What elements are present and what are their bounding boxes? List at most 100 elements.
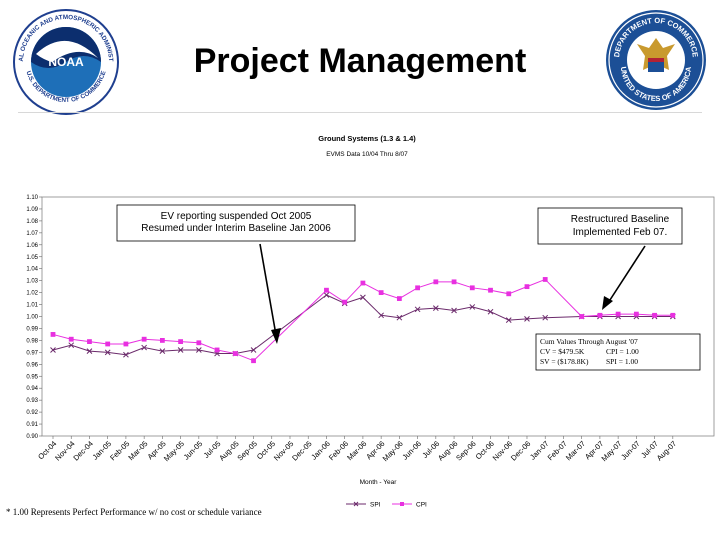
y-tick-label: 0.90 [26, 434, 38, 440]
point-cpi [579, 314, 585, 319]
x-tick-label: Sep-06 [454, 439, 477, 462]
legend-marker-spi [353, 501, 359, 507]
x-tick-label: Jun-05 [182, 439, 205, 462]
point-cpi [652, 312, 657, 318]
series-line-cpi [52, 333, 254, 362]
legend-label-cpi: CPI [416, 502, 427, 509]
point-cpi [415, 285, 420, 291]
point-cpi [488, 287, 493, 293]
series-line-cpi [581, 313, 673, 317]
point-spi [378, 312, 384, 319]
point-spi [104, 349, 111, 356]
x-tick-label: Mar-07 [564, 439, 587, 462]
annotation-arrowhead-restructured [602, 296, 613, 310]
point-spi [68, 342, 75, 349]
point-cpi [87, 339, 92, 344]
point-spi [414, 306, 421, 313]
point-cpi [670, 312, 676, 318]
point-spi [323, 292, 330, 298]
point-cpi [105, 341, 111, 347]
annotation-box-restructured [537, 207, 683, 245]
title-divider [18, 112, 702, 113]
y-tick-label: 0.97 [26, 350, 38, 356]
point-spi [86, 348, 93, 355]
point-spi [505, 317, 512, 323]
point-cpi [123, 341, 129, 347]
noaa-wordmark: NOAA [48, 55, 84, 69]
point-cpi [141, 336, 147, 342]
point-cpi [542, 277, 548, 282]
y-tick-label: 0.95 [26, 374, 38, 380]
point-cpi [615, 311, 621, 317]
point-cpi [396, 296, 402, 301]
point-spi [250, 347, 257, 353]
x-tick-label: Dec-05 [290, 439, 313, 462]
annotation-box-suspended [116, 204, 356, 242]
point-cpi [524, 284, 530, 290]
y-tick-label: 1.08 [26, 219, 38, 225]
x-tick-label: Jun-06 [400, 439, 423, 462]
point-cpi [469, 285, 475, 291]
x-tick-label: Feb-07 [546, 439, 569, 462]
chart-subtitle: EVMS Data 10/04 Thru 8/07 [326, 151, 408, 158]
commerce-seal: DEPARTMENT OF COMMERCE UNITED STATES OF … [606, 10, 706, 110]
annotation-arrow-restructured [607, 245, 646, 304]
point-cpi [597, 312, 603, 318]
series-connector-spi [253, 294, 327, 351]
point-cpi [232, 351, 238, 356]
point-spi [195, 347, 202, 353]
y-tick-label: 1.05 [26, 255, 38, 261]
x-axis-label: Month - Year [360, 479, 398, 486]
point-cpi [451, 279, 457, 285]
y-tick-label: 1.10 [26, 195, 38, 201]
y-tick-label: 0.94 [26, 386, 38, 392]
annotation-text: EV reporting suspended Oct 2005 [161, 211, 312, 222]
x-tick-label: Jun-07 [619, 439, 642, 462]
point-spi [542, 314, 549, 321]
point-cpi [68, 336, 74, 342]
point-cpi [214, 347, 220, 353]
y-tick-label: 1.04 [26, 267, 38, 273]
point-spi [123, 351, 129, 358]
annotation-arrowhead-suspended [271, 328, 281, 344]
cum-value-left: SV = ($178.8K) [540, 357, 589, 366]
annotation-text: Implemented Feb 07. [573, 227, 668, 238]
point-spi [177, 347, 184, 353]
x-tick-label: Sep-05 [235, 439, 258, 462]
cum-values-title: Cum Values Through August '07 [540, 337, 638, 346]
x-tick-label: Dec-06 [509, 439, 532, 462]
cum-value-right: SPI = 1.00 [606, 357, 638, 366]
point-spi [432, 305, 439, 311]
series-connector-cpi [253, 289, 327, 362]
y-tick-label: 1.03 [26, 279, 38, 285]
series-line-spi [52, 344, 254, 356]
series-rebaseline-cpi [544, 279, 583, 317]
point-cpi [50, 332, 56, 337]
point-cpi [196, 340, 202, 346]
y-tick-label: 0.92 [26, 410, 38, 416]
series-rebaseline-spi [545, 316, 582, 319]
point-cpi [178, 339, 184, 344]
slide-title: Project Management [193, 42, 527, 80]
x-tick-label: Feb-05 [108, 439, 131, 462]
x-tick-label: May-07 [599, 439, 623, 463]
point-cpi [342, 299, 348, 305]
y-tick-label: 1.09 [26, 207, 38, 213]
y-tick-label: 1.07 [26, 231, 38, 237]
cum-value-left: CV = $479.5K [540, 347, 585, 356]
point-spi [396, 314, 403, 321]
point-spi [159, 348, 166, 355]
point-spi [360, 294, 366, 301]
x-tick-label: Mar-06 [345, 439, 368, 462]
y-tick-label: 0.98 [26, 338, 38, 344]
footnote: * 1.00 Represents Perfect Performance w/… [6, 507, 262, 517]
y-tick-label: 1.01 [26, 303, 38, 309]
point-spi [50, 347, 56, 353]
cum-value-right: CPI = 1.00 [606, 347, 639, 356]
y-tick-label: 1.06 [26, 243, 38, 249]
legend-marker-cpi [400, 502, 404, 506]
x-tick-label: May-06 [381, 439, 405, 463]
point-spi [524, 316, 530, 322]
legend-label-spi: SPI [370, 502, 381, 509]
